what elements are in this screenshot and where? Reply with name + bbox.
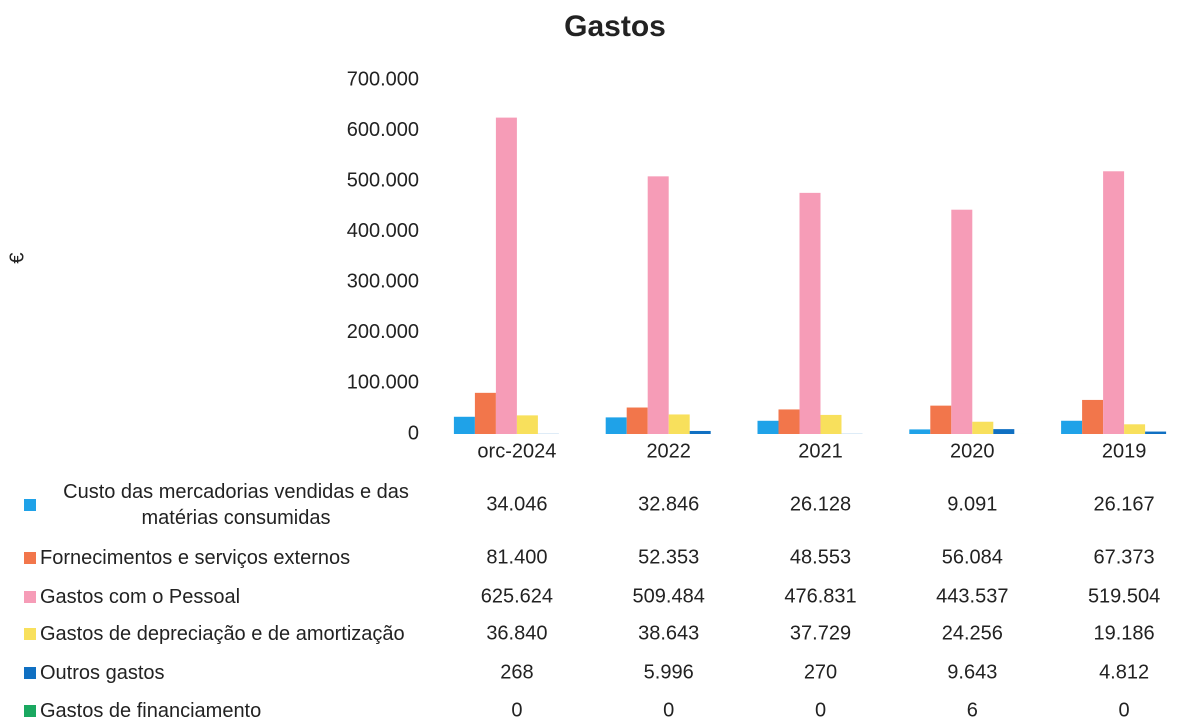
- x-tick-label: 2021: [798, 440, 843, 462]
- y-tick-label: 0: [408, 422, 419, 444]
- y-axis-label: €: [6, 252, 28, 263]
- legend-swatch: [24, 499, 36, 511]
- table-value: 5.996: [644, 661, 694, 683]
- table-value: 52.353: [638, 546, 699, 568]
- legend-swatch: [24, 552, 36, 564]
- legend-label: Fornecimentos e serviços externos: [40, 547, 351, 569]
- table-value: 268: [500, 661, 533, 683]
- legend-label: Gastos de financiamento: [40, 700, 262, 721]
- table-value: 38.643: [638, 622, 699, 644]
- legend-label: Outros gastos: [40, 662, 165, 684]
- table-value: 26.167: [1094, 493, 1155, 515]
- table-value: 0: [1119, 699, 1130, 721]
- y-tick-label: 400.000: [347, 220, 419, 242]
- bar: [972, 421, 994, 434]
- legend-label: Custo das mercadorias vendidas e das mat…: [63, 481, 409, 529]
- bar: [605, 417, 627, 434]
- table-value: 34.046: [486, 493, 547, 515]
- table-value: 19.186: [1094, 622, 1155, 644]
- table-value: 519.504: [1088, 585, 1160, 607]
- table-value: 476.831: [784, 585, 856, 607]
- table-value: 0: [511, 699, 522, 721]
- bar: [930, 405, 952, 434]
- table-value: 625.624: [481, 585, 553, 607]
- bar: [1103, 171, 1125, 434]
- table-value: 56.084: [942, 546, 1003, 568]
- legend-label: Gastos com o Pessoal: [40, 586, 241, 608]
- table-value: 9.091: [947, 493, 997, 515]
- bar: [647, 176, 669, 434]
- table-value: 67.373: [1094, 546, 1155, 568]
- legend-swatch: [24, 591, 36, 603]
- bar: [1082, 399, 1104, 434]
- bar: [909, 429, 931, 434]
- x-tick-label: orc-2024: [477, 440, 556, 462]
- y-tick-label: 200.000: [347, 321, 419, 343]
- bar: [778, 409, 800, 434]
- y-tick-label: 700.000: [347, 68, 419, 90]
- bar: [1061, 420, 1083, 434]
- bar: [474, 392, 496, 434]
- table-value: 6: [967, 699, 978, 721]
- bar: [626, 407, 648, 434]
- legend-swatch: [24, 667, 36, 679]
- table-value: 4.812: [1099, 661, 1149, 683]
- table-value: 0: [815, 699, 826, 721]
- chart-title: Gastos: [564, 10, 666, 43]
- legend-label: Gastos de depreciação e de amortização: [40, 623, 405, 645]
- y-tick-label: 100.000: [347, 372, 419, 394]
- legend-swatch: [24, 705, 36, 717]
- bar: [799, 192, 821, 434]
- table-value: 32.846: [638, 493, 699, 515]
- bar: [1145, 431, 1167, 434]
- table-value: 26.128: [790, 493, 851, 515]
- table-value: 0: [663, 699, 674, 721]
- table-value: 9.643: [947, 661, 997, 683]
- bar: [1124, 424, 1146, 434]
- table-value: 48.553: [790, 546, 851, 568]
- x-tick-label: 2022: [646, 440, 691, 462]
- bar: [668, 414, 690, 434]
- table-value: 24.256: [942, 622, 1003, 644]
- x-tick-label: 2019: [1102, 440, 1147, 462]
- table-value: 37.729: [790, 622, 851, 644]
- bar: [495, 117, 517, 434]
- y-tick-label: 600.000: [347, 119, 419, 141]
- table-value: 36.840: [486, 622, 547, 644]
- table-value: 509.484: [633, 585, 705, 607]
- y-tick-label: 500.000: [347, 169, 419, 191]
- legend-swatch: [24, 628, 36, 640]
- bar: [453, 416, 475, 434]
- table-value: 270: [804, 661, 837, 683]
- bar: [820, 414, 842, 434]
- bar: [516, 415, 538, 434]
- bar: [993, 429, 1015, 434]
- table-value: 81.400: [486, 546, 547, 568]
- table-value: 443.537: [936, 585, 1008, 607]
- x-tick-label: 2020: [950, 440, 995, 462]
- bar: [689, 430, 711, 434]
- bar: [757, 420, 779, 434]
- y-tick-label: 300.000: [347, 271, 419, 293]
- bar: [951, 209, 973, 434]
